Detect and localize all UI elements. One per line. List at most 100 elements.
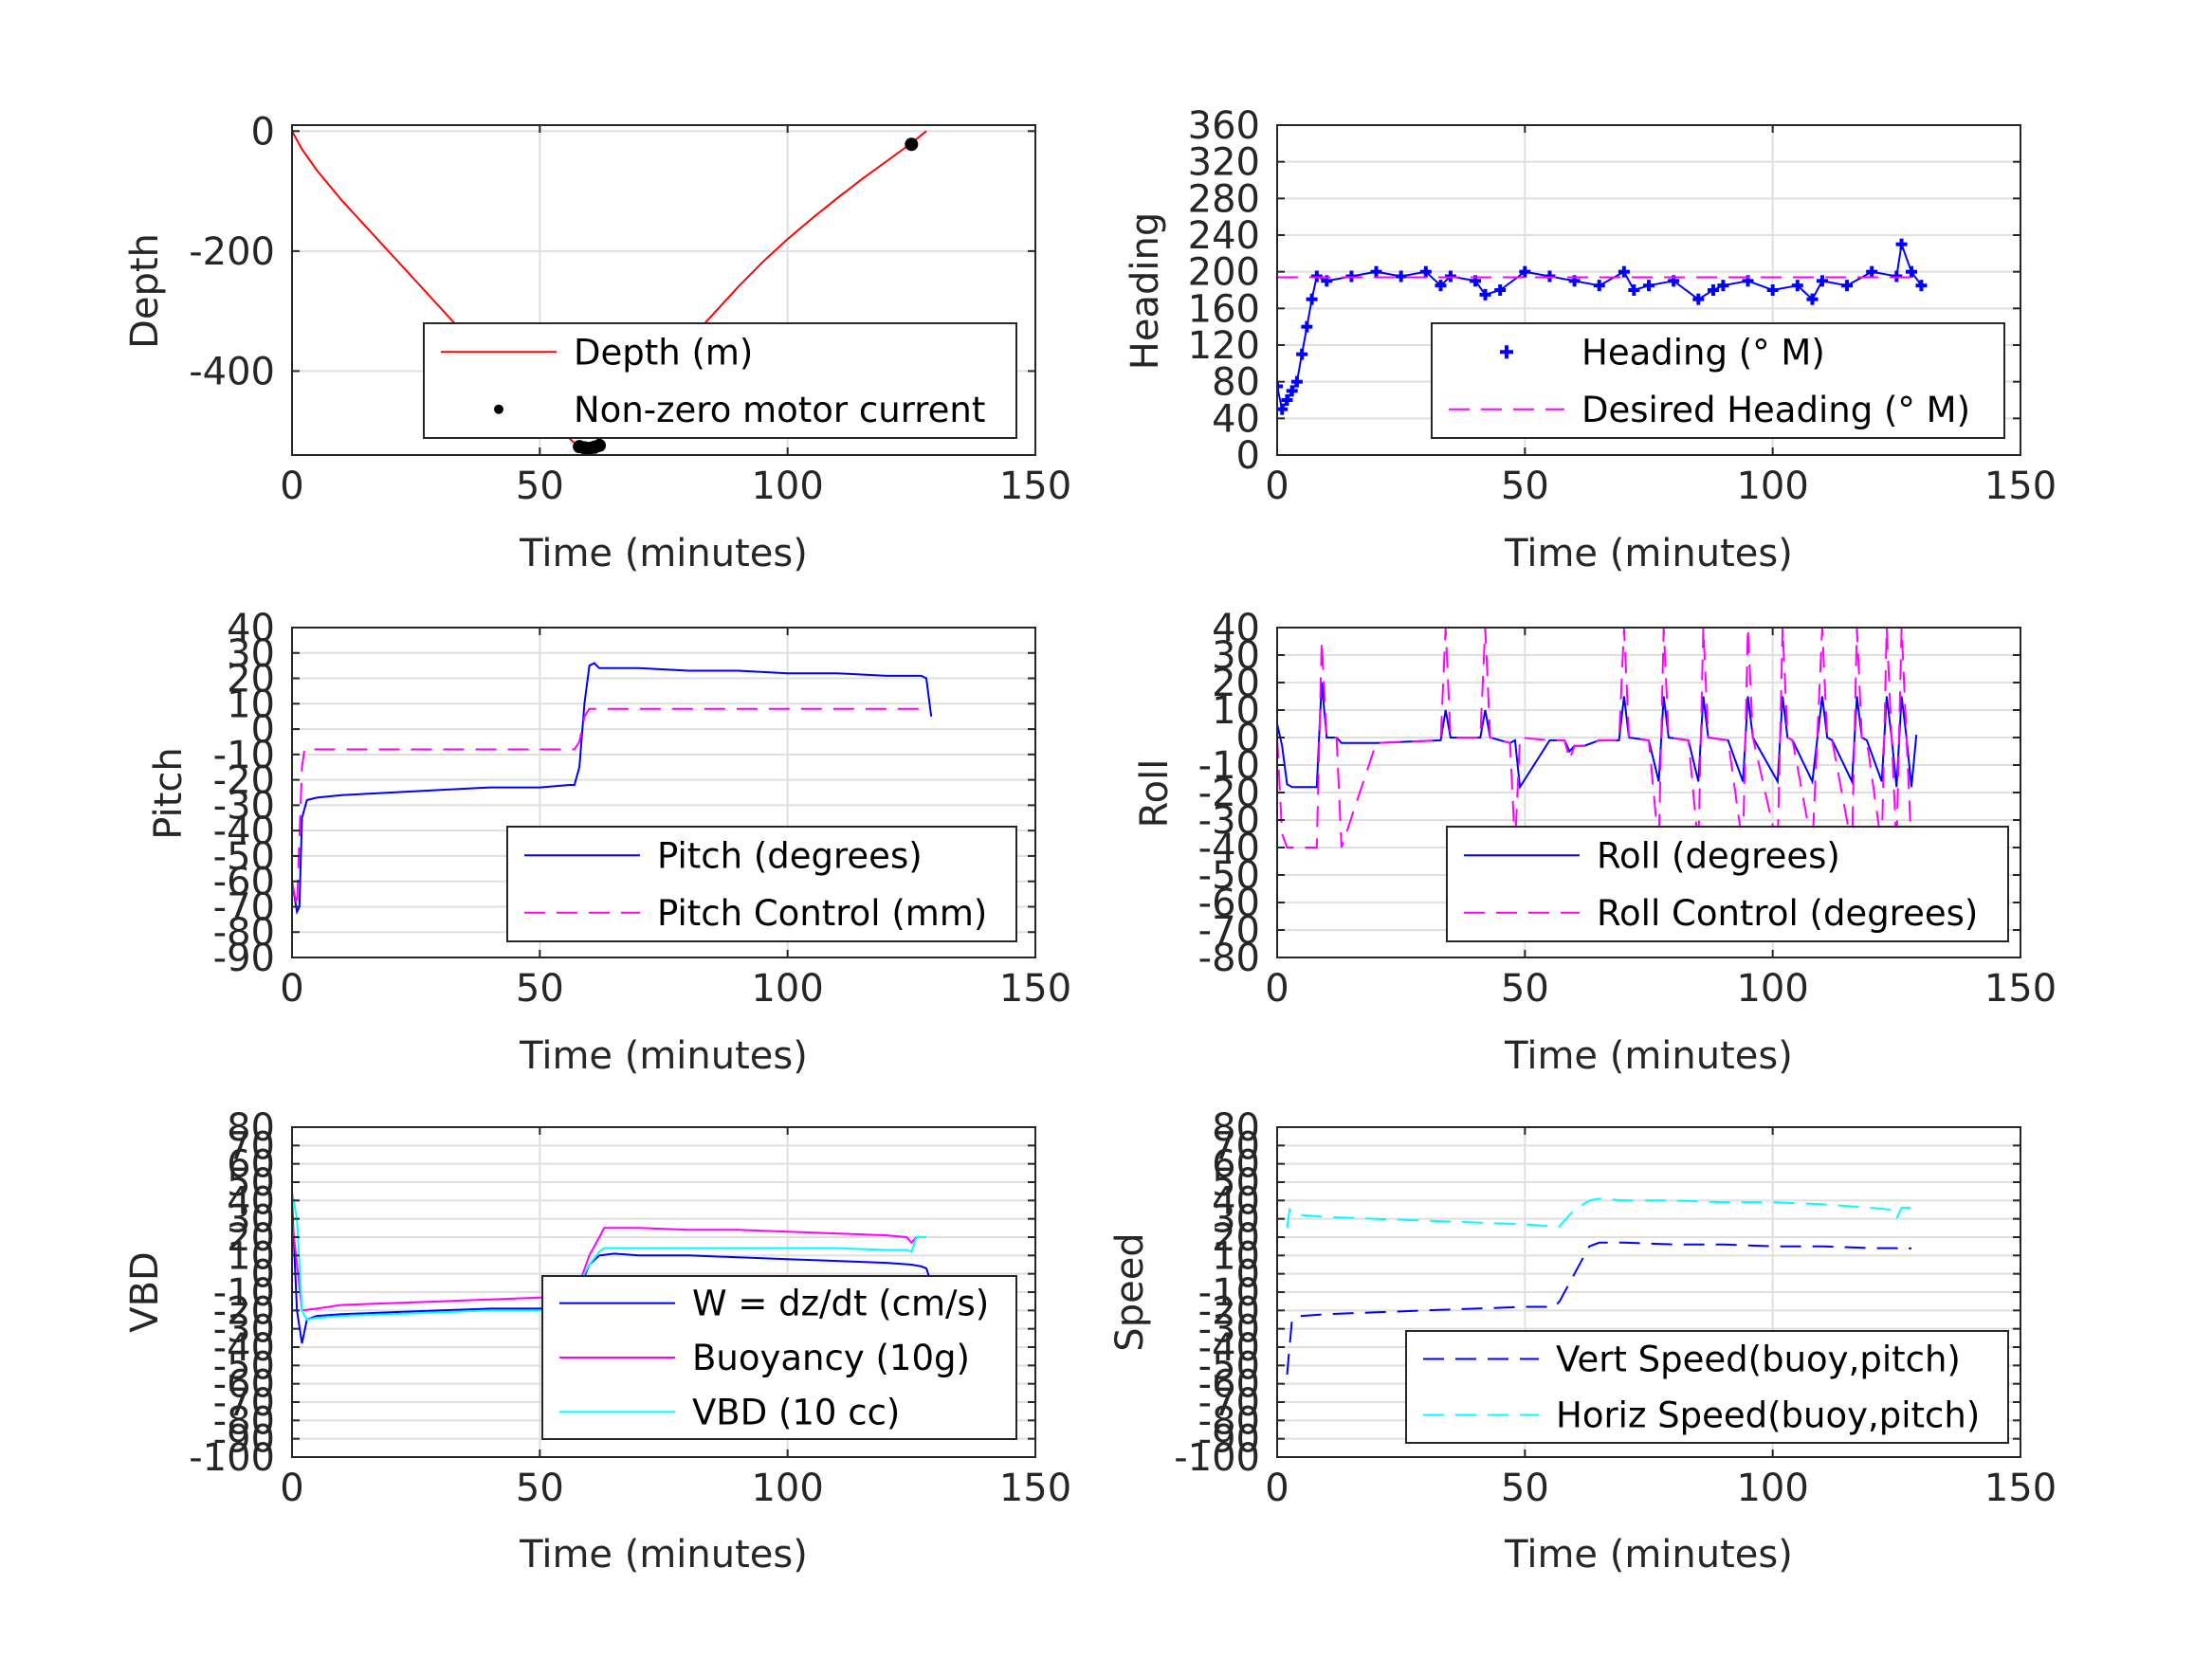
ytick-label: 10: [1212, 1234, 1260, 1278]
ytick-label: 0: [251, 110, 275, 154]
data-point: [1301, 320, 1313, 333]
legend-label: Buoyancy (10g): [692, 1338, 970, 1378]
ytick-label: 80: [1212, 361, 1260, 405]
data-point: [593, 438, 607, 452]
data-point: [1290, 375, 1303, 388]
ytick-label: -10: [1198, 1271, 1260, 1315]
legend-entry: W = dz/dt (cm/s): [559, 1284, 989, 1324]
data-point: [1281, 394, 1293, 406]
legend-label: Non-zero motor current: [574, 390, 985, 430]
ytick-label: -60: [1198, 882, 1260, 925]
xtick-label: 0: [1265, 465, 1289, 508]
xtick-label: 50: [1501, 1467, 1549, 1510]
xtick-label: 150: [999, 1467, 1071, 1510]
xtick-label: 50: [516, 465, 564, 508]
legend-heading: Heading (° M) Desired Heading (° M): [1431, 322, 2005, 439]
data-point: [905, 137, 919, 152]
xtick-label: 0: [1265, 967, 1289, 1011]
xlabel-depth: Time (minutes): [519, 532, 808, 575]
ytick-label: -60: [1198, 1363, 1260, 1407]
data-point: [1306, 293, 1318, 305]
ytick-label: 10: [227, 1234, 275, 1278]
ytick-label: 30: [227, 632, 275, 676]
xtick-label: 0: [1265, 1467, 1289, 1510]
data-point: [1643, 280, 1654, 292]
ytick-label: -200: [189, 230, 275, 274]
xtick-label: 150: [1984, 465, 2057, 508]
ytick-label: -30: [213, 784, 275, 828]
legend-entry: Heading (° M): [1500, 332, 1825, 373]
ytick-label: 40: [1212, 397, 1260, 441]
legend-entry: VBD (10 cc): [559, 1392, 900, 1432]
legend-entry: Buoyancy (10g): [559, 1338, 970, 1378]
xtick-label: 0: [280, 465, 303, 508]
xtick-label: 50: [1501, 465, 1549, 508]
xtick-label: 50: [516, 1467, 564, 1510]
ytick-label: -20: [213, 759, 275, 803]
ytick-label: 10: [227, 683, 275, 726]
ylabel-vbd: VBD: [123, 1251, 167, 1333]
legend-entry: Pitch Control (mm): [524, 893, 987, 934]
data-point: [1717, 280, 1729, 292]
xtick-label: 100: [751, 1467, 823, 1510]
data-point: [1791, 280, 1803, 292]
ytick-label: 0: [1236, 1253, 1260, 1297]
series-line-2-1: [292, 707, 926, 907]
legend-entry: Vert Speed(buoy,pitch): [1423, 1340, 1961, 1380]
data-point: [1519, 265, 1531, 278]
xtick-label: 50: [516, 967, 564, 1011]
subplot-roll: 0 50 100 150-80-70-60-50-40-30-20-100102030…: [1133, 607, 2057, 1078]
ytick-label: 0: [1236, 717, 1260, 760]
data-point: [1766, 284, 1779, 296]
ytick-label: 20: [1212, 1216, 1260, 1260]
legend-speed: Vert Speed(buoy,pitch) Horiz Speed(buoy,p…: [1405, 1330, 2009, 1444]
legend-label: Pitch Control (mm): [657, 893, 987, 934]
ytick-label: 40: [1212, 1179, 1260, 1223]
legend-entry: Desired Heading (° M): [1449, 390, 1970, 430]
ytick-label: -40: [1198, 827, 1260, 870]
ytick-label: -40: [1198, 1326, 1260, 1370]
ytick-label: -80: [213, 1399, 275, 1443]
ytick-label: -70: [1198, 1381, 1260, 1425]
data-point: [1593, 280, 1605, 292]
legend-label: Roll (degrees): [1597, 835, 1840, 876]
series-line-3-1: [1277, 628, 1912, 848]
data-point: [1296, 348, 1308, 360]
ytick-label: 50: [227, 1161, 275, 1205]
ytick-label: 50: [1212, 1161, 1260, 1205]
ytick-label: -10: [213, 734, 275, 777]
ytick-label: 40: [227, 1179, 275, 1223]
data-point: [1841, 280, 1854, 292]
xtick-label: 100: [1736, 1467, 1808, 1510]
ytick-label: -30: [1198, 1308, 1260, 1352]
ytick-label: 40: [1212, 607, 1260, 650]
ytick-label: 40: [227, 607, 275, 650]
legend-label: W = dz/dt (cm/s): [692, 1284, 989, 1324]
legend-label: VBD (10 cc): [692, 1392, 900, 1432]
ytick-label: -90: [1198, 1418, 1260, 1462]
ytick-label: -60: [213, 861, 275, 904]
ytick-label: -30: [1198, 799, 1260, 843]
ytick-label: -100: [189, 1436, 275, 1480]
data-point: [1866, 265, 1878, 278]
ytick-label: 70: [227, 1124, 275, 1168]
legend-entry: Non-zero motor current: [494, 390, 985, 430]
ytick-label: -90: [213, 937, 275, 980]
legend-label: Pitch (degrees): [657, 835, 923, 876]
ytick-label: 60: [1212, 1143, 1260, 1187]
legend-label: Horiz Speed(buoy,pitch): [1556, 1395, 1980, 1436]
xtick-label: 150: [999, 465, 1071, 508]
ylabel-roll: Roll: [1133, 759, 1177, 829]
ytick-label: 200: [1188, 251, 1260, 295]
axes-frame: [291, 627, 1036, 958]
ytick-label: -20: [213, 1289, 275, 1333]
ytick-label: 60: [227, 1143, 275, 1187]
xtick-label: 0: [280, 967, 303, 1011]
xlabel-roll: Time (minutes): [1504, 1034, 1793, 1078]
legend-label: Vert Speed(buoy,pitch): [1556, 1340, 1961, 1380]
data-point: [1479, 288, 1491, 301]
data-point: [1692, 293, 1705, 305]
ytick-label: -50: [1198, 1344, 1260, 1388]
ylabel-depth: Depth: [123, 233, 167, 349]
